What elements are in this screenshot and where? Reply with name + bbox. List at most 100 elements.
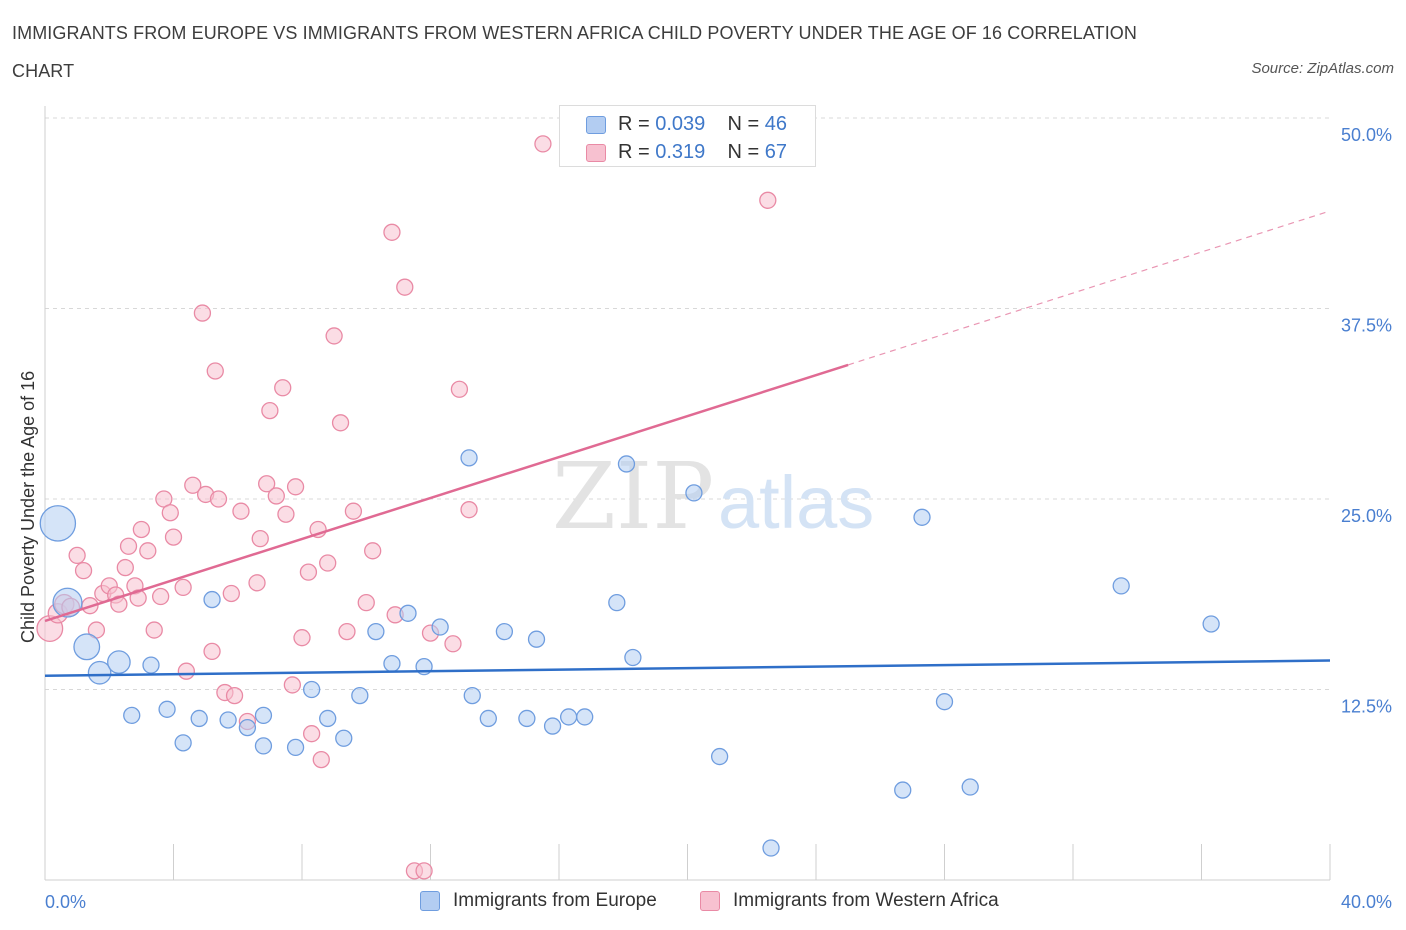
y-tick-label: 25.0% [1341, 506, 1392, 526]
r-value: 0.039 [655, 113, 706, 135]
europe-point [624, 648, 642, 667]
africa-point [222, 584, 240, 603]
africa-point [450, 380, 469, 398]
stats-legend: R = 0.039 N = 46 R = 0.319 N = 67 [559, 105, 816, 167]
africa-point [383, 223, 401, 241]
r-label: R = [618, 113, 650, 135]
n-label: N = [727, 141, 760, 163]
europe-point [1112, 577, 1130, 595]
africa-point [759, 191, 777, 209]
africa-point [206, 362, 224, 380]
europe-swatch [420, 891, 440, 911]
europe-point [762, 839, 780, 857]
africa-point [251, 529, 269, 548]
africa-point [286, 478, 305, 496]
africa-point [177, 662, 196, 680]
x-tick-label: 0.0% [45, 892, 86, 912]
africa-point [344, 502, 363, 520]
africa-point [193, 304, 212, 322]
africa-point [209, 490, 228, 508]
r-value: 0.319 [655, 141, 706, 163]
africa-point [119, 537, 138, 555]
africa-trendline [44, 363, 849, 623]
europe-point [174, 734, 192, 752]
europe-point [190, 709, 208, 728]
europe-point [203, 590, 221, 609]
europe-point [935, 693, 954, 711]
n-label: N = [727, 113, 760, 135]
source-note: Source: ZipAtlas.com [1251, 60, 1394, 77]
africa-point [164, 528, 183, 546]
tick-labels: 12.5% 25.0% 37.5% 50.0% 0.0% 40.0% [45, 125, 1392, 912]
gridlines [45, 117, 1330, 690]
africa-point [293, 629, 311, 647]
europe-point [463, 686, 481, 705]
legend-label-africa: Immigrants from Western Africa [733, 890, 999, 911]
europe-point [142, 656, 160, 674]
europe-point [158, 700, 176, 718]
africa-point [299, 563, 318, 581]
africa-point [203, 642, 221, 661]
africa-point [364, 542, 382, 560]
europe-point [319, 709, 337, 728]
africa-point [415, 862, 433, 880]
africa-point [325, 327, 343, 345]
legend-label-europe: Immigrants from Europe [453, 890, 657, 911]
europe-point [39, 505, 77, 542]
y-tick-label: 50.0% [1341, 125, 1392, 145]
africa-point [319, 554, 337, 572]
x-tick-label: 40.0% [1341, 892, 1392, 912]
africa-point [277, 505, 295, 523]
africa-point [174, 578, 192, 597]
africa-point [331, 414, 350, 432]
africa-point [151, 587, 170, 606]
europe-point [527, 630, 546, 648]
africa-point [232, 502, 250, 520]
africa-point [261, 401, 279, 420]
europe-point [543, 717, 562, 735]
europe-point [52, 587, 83, 618]
europe-point [495, 622, 514, 641]
r-label: R = [618, 141, 650, 163]
africa-point [139, 542, 157, 560]
africa-point [357, 593, 375, 612]
africa-point [145, 621, 163, 639]
africa-point [74, 561, 93, 580]
europe-point [913, 508, 931, 526]
watermark: ZIP atlas [552, 443, 874, 550]
africa-point [283, 676, 302, 694]
europe-point [894, 781, 912, 799]
europe-point [351, 686, 369, 705]
europe-point [1202, 615, 1220, 633]
europe-point [254, 737, 273, 755]
africa-point [68, 546, 86, 565]
europe-point [383, 654, 401, 673]
europe-point [685, 484, 703, 502]
y-tick-label: 37.5% [1341, 316, 1392, 336]
africa-point [460, 501, 478, 519]
axes [44, 106, 1331, 881]
n-value: 46 [764, 113, 788, 135]
africa-point [267, 487, 285, 505]
africa-point [396, 278, 414, 296]
europe-point [961, 778, 979, 796]
europe-point [431, 618, 449, 636]
europe-point [399, 604, 417, 622]
trendlines [44, 210, 1331, 678]
africa-trendline-extension [847, 210, 1331, 366]
africa-point [248, 574, 266, 592]
europe-point [576, 708, 594, 726]
europe-point [518, 709, 536, 728]
europe-point [107, 650, 131, 674]
europe-swatch [586, 116, 606, 134]
africa-point [312, 750, 330, 769]
europe-point [608, 593, 626, 612]
europe-point [367, 622, 385, 641]
europe-point [460, 449, 478, 467]
africa-point [444, 635, 462, 653]
africa-point [161, 504, 179, 522]
y-tick-label: 12.5% [1341, 697, 1392, 717]
africa-point [184, 476, 202, 494]
europe-points [39, 449, 1220, 857]
